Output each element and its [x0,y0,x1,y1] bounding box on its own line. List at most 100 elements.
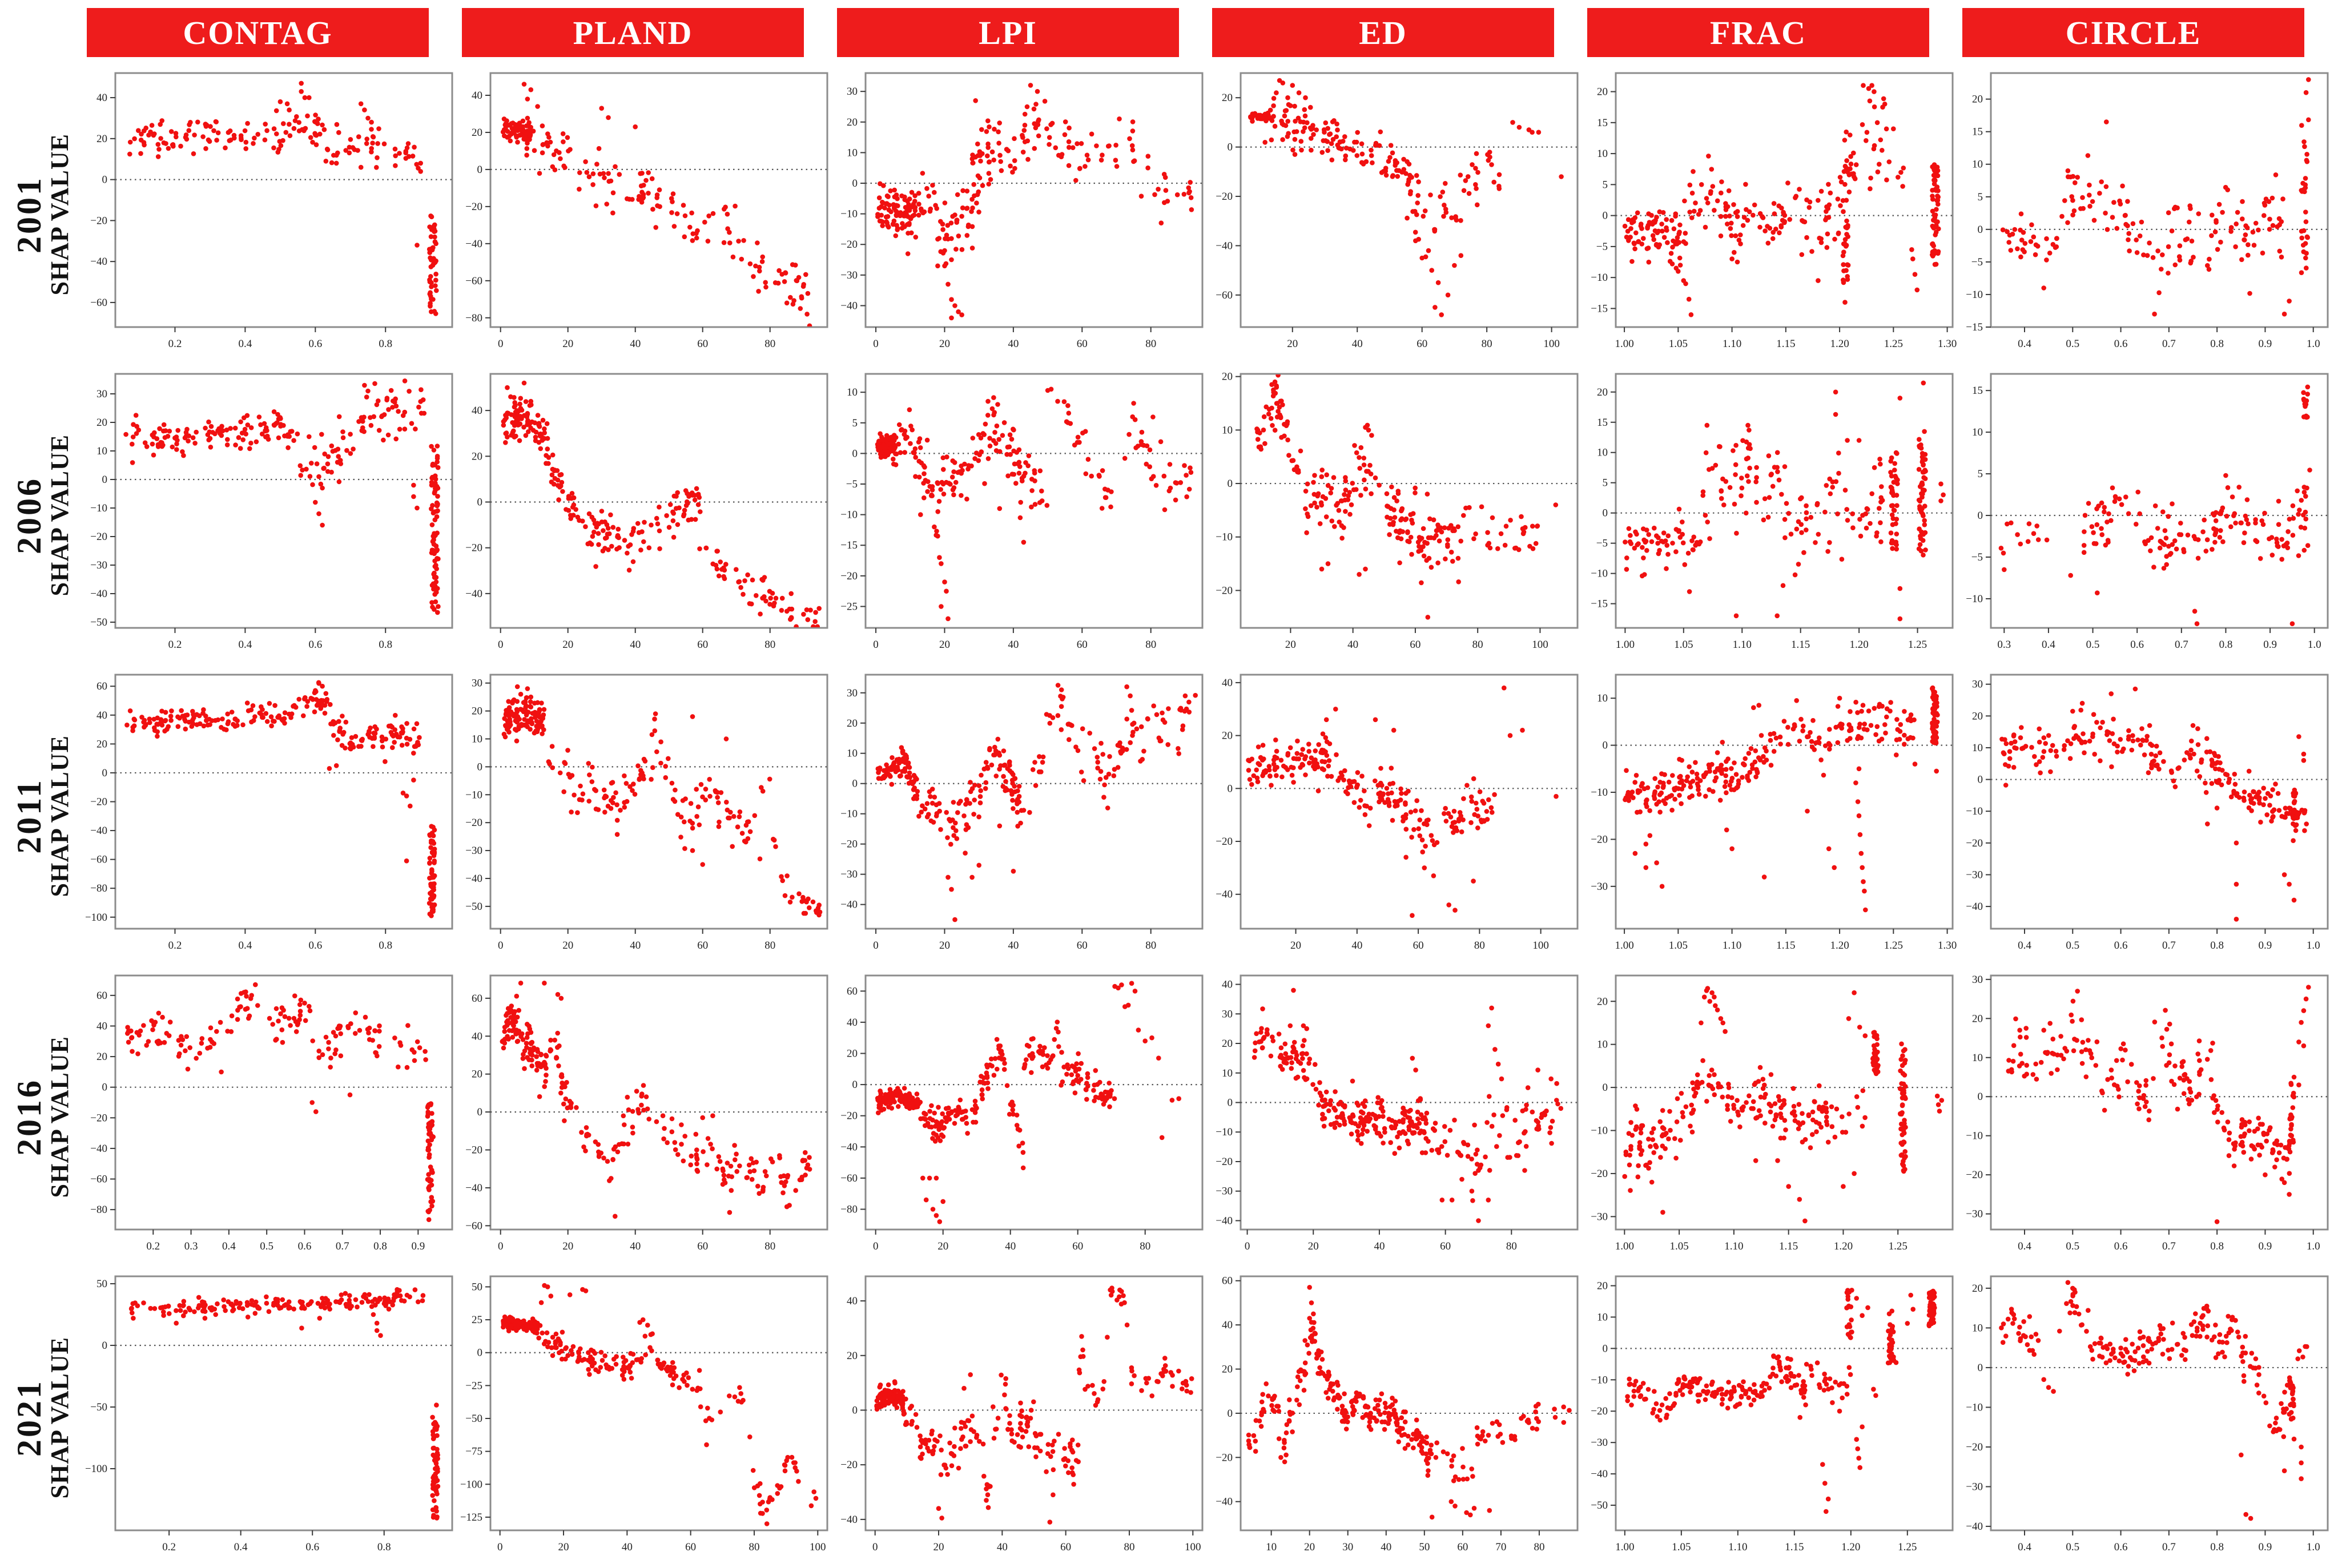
column-banner-pland: PLAND [462,8,804,57]
svg-text:40: 40 [1347,639,1358,651]
svg-text:60: 60 [1410,639,1420,651]
plot-2016-frac: 20 10 0 −10 −20 −30 1.00 1.05 1.10 1.15 1.20 1.25 [1585,966,1960,1267]
svg-text:−50: −50 [465,901,482,913]
x-axis: 0.2 0.4 0.6 0.8 [162,1530,391,1553]
scatter-points [1622,83,1941,317]
svg-text:5: 5 [852,417,858,429]
svg-text:20: 20 [939,940,950,952]
svg-text:−30: −30 [840,269,858,281]
svg-text:1.20: 1.20 [1849,639,1868,651]
row-label-2021: 2021 SHAP VALUE [0,1267,84,1568]
svg-text:1.25: 1.25 [1884,940,1903,952]
plot-2016-pland: 60 40 20 0 −20 −40 −60 0 20 40 60 80 [460,966,835,1267]
svg-text:40: 40 [1008,639,1019,651]
svg-text:1.15: 1.15 [1776,940,1795,952]
svg-text:20: 20 [1222,730,1233,742]
scatter-points [1623,380,1946,622]
plot-frame [1990,1275,2329,1531]
plot-frame [1990,373,2329,629]
svg-text:40: 40 [1352,338,1363,350]
svg-text:−10: −10 [840,808,858,820]
svg-text:0.9: 0.9 [2259,338,2272,350]
row-year-label: 2006 [10,476,48,554]
svg-text:−10: −10 [1591,568,1608,580]
x-axis: 0 20 40 60 80 [873,628,1156,651]
svg-text:15: 15 [1597,417,1608,429]
svg-text:30: 30 [96,388,107,400]
y-axis: 10 5 0 −5 −10 −15 −20 −25 [840,386,866,612]
svg-text:0: 0 [1228,142,1233,154]
svg-text:−60: −60 [90,297,107,309]
svg-text:1.05: 1.05 [1669,338,1688,350]
svg-text:80: 80 [764,338,775,350]
y-axis: 40 20 0 −20 −40 −60 −80 [465,90,490,324]
svg-text:1.20: 1.20 [1830,940,1849,952]
plot-2016-lpi: 60 40 20 0 −20 −40 −60 −80 0 20 40 60 80 [835,966,1210,1267]
plot-frame [489,373,828,629]
svg-text:0: 0 [852,178,858,190]
plot-2021-circle: 20 10 0 −10 −20 −30 −40 0.4 0.5 0.6 0.7 0.8 0.9 1.0 [1960,1267,2335,1568]
x-axis: 0 20 40 60 80 [873,1230,1150,1252]
plot-frame [1240,373,1579,629]
x-axis: 20 40 60 80 100 [1285,628,1548,651]
svg-text:−50: −50 [90,616,107,628]
svg-text:1.10: 1.10 [1723,940,1741,952]
svg-text:40: 40 [96,710,107,721]
svg-text:5: 5 [1603,179,1608,191]
row-shap-value-label: SHAP VALUE [46,1035,74,1198]
svg-text:−80: −80 [90,882,107,894]
svg-text:5: 5 [1978,191,1983,203]
svg-text:80: 80 [1145,940,1156,952]
y-axis: 40 20 0 −20 −40 [1216,677,1241,901]
scatter-chart-2001-frac: 20 15 10 5 0 −5 −10 −15 1.00 1.05 1.10 1.15 1.20 1.25… [1591,72,1957,350]
plot-2016-circle: 30 20 10 0 −10 −20 −30 0.4 0.5 0.6 0.7 0.8 0.9 1.0 [1960,966,2335,1267]
x-axis: 0.2 0.4 0.6 0.8 [168,929,392,952]
svg-text:80: 80 [1145,338,1156,350]
svg-text:20: 20 [472,127,482,139]
x-axis: 0.4 0.5 0.6 0.7 0.8 0.9 1.0 [2018,1530,2320,1553]
column-title: FRAC [1709,14,1807,51]
column-title: CONTAG [183,14,333,51]
svg-text:−40: −40 [840,300,858,312]
svg-text:40: 40 [472,405,482,417]
svg-text:20: 20 [1222,371,1233,383]
scatter-chart-2011-pland: 30 20 10 0 −10 −20 −30 −40 −50 0 20 40 60 80 [465,674,828,952]
plot-frame [1240,72,1579,328]
svg-text:40: 40 [96,92,107,104]
plot-frame [1240,674,1579,930]
scatter-chart-2006-contag: 30 20 10 0 −10 −20 −30 −40 −50 0.2 0.4 0.6 0.8 [90,373,453,651]
svg-text:1.15: 1.15 [1791,639,1810,651]
scatter-points [500,82,812,327]
column-title: LPI [979,14,1037,51]
svg-text:−5: −5 [1596,538,1608,550]
scatter-chart-2011-lpi: 30 20 10 0 −10 −20 −30 −40 0 20 40 60 80 [840,674,1204,952]
plot-2006-ed: 20 10 0 −10 −20 20 40 60 80 100 [1210,365,1585,666]
scatter-points [501,684,823,918]
svg-text:1.10: 1.10 [1723,338,1741,350]
plot-2011-pland: 30 20 10 0 −10 −20 −30 −40 −50 0 20 40 60 80 [460,666,835,966]
svg-text:0.7: 0.7 [2162,338,2176,350]
column-banner-frac: FRAC [1587,8,1929,57]
svg-text:0: 0 [477,164,483,176]
svg-text:40: 40 [1008,338,1019,350]
svg-text:−20: −20 [90,215,107,227]
svg-text:80: 80 [764,639,775,651]
scatter-points [123,378,441,615]
scatter-points [1623,685,1940,913]
svg-text:0.6: 0.6 [308,639,322,651]
svg-text:0.7: 0.7 [2175,639,2188,651]
svg-text:1.00: 1.00 [1615,940,1633,952]
svg-text:0: 0 [477,497,483,509]
plot-2021-contag: 50 0 −50 −100 0.2 0.4 0.6 0.8 [84,1267,460,1568]
svg-text:−5: −5 [1596,241,1608,253]
plot-2001-ed: 20 0 −20 −40 −60 20 40 60 80 100 [1210,64,1585,365]
svg-text:60: 60 [697,639,708,651]
